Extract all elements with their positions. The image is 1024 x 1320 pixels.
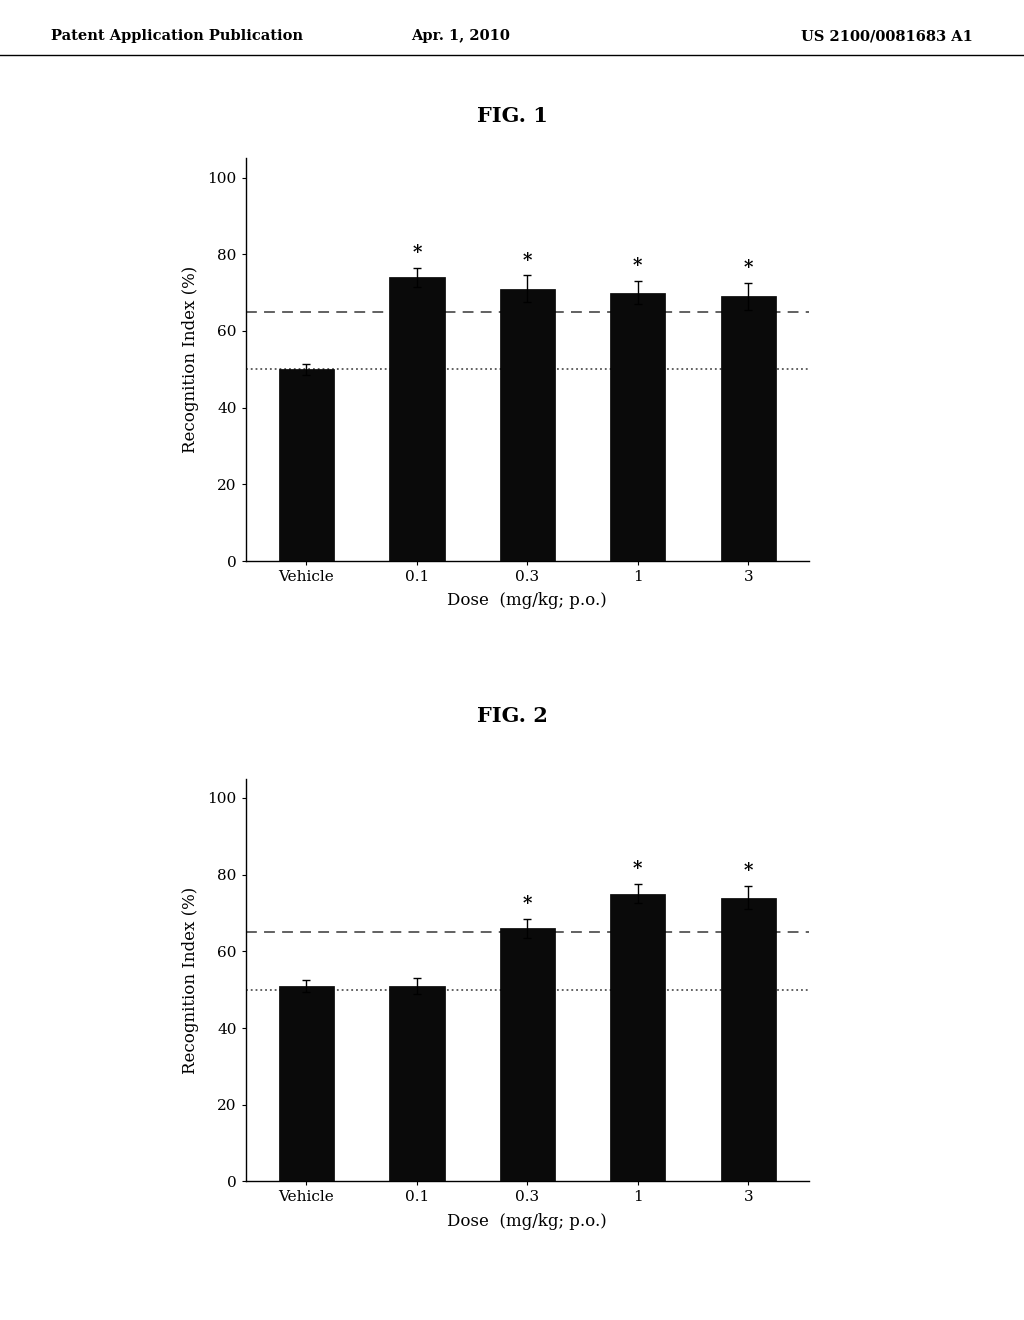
Text: *: * (522, 895, 532, 913)
Text: Patent Application Publication: Patent Application Publication (51, 29, 303, 44)
Text: *: * (743, 862, 753, 880)
Bar (279, 986, 334, 1181)
Text: Apr. 1, 2010: Apr. 1, 2010 (412, 29, 510, 44)
Bar (500, 928, 555, 1181)
Text: FIG. 2: FIG. 2 (476, 706, 548, 726)
Text: *: * (633, 861, 642, 879)
Text: *: * (633, 257, 642, 276)
Bar (279, 370, 334, 561)
Text: US 2100/0081683 A1: US 2100/0081683 A1 (801, 29, 973, 44)
X-axis label: Dose  (mg/kg; p.o.): Dose (mg/kg; p.o.) (447, 1213, 607, 1230)
Text: *: * (413, 244, 422, 261)
Bar (610, 894, 666, 1181)
Bar (500, 289, 555, 561)
Bar (610, 293, 666, 561)
Y-axis label: Recognition Index (%): Recognition Index (%) (182, 267, 199, 453)
X-axis label: Dose  (mg/kg; p.o.): Dose (mg/kg; p.o.) (447, 593, 607, 610)
Bar (389, 986, 444, 1181)
Text: *: * (522, 252, 532, 269)
Bar (721, 898, 776, 1181)
Bar (389, 277, 444, 561)
Text: *: * (743, 259, 753, 277)
Y-axis label: Recognition Index (%): Recognition Index (%) (182, 887, 199, 1073)
Text: FIG. 1: FIG. 1 (476, 106, 548, 125)
Bar (721, 297, 776, 561)
